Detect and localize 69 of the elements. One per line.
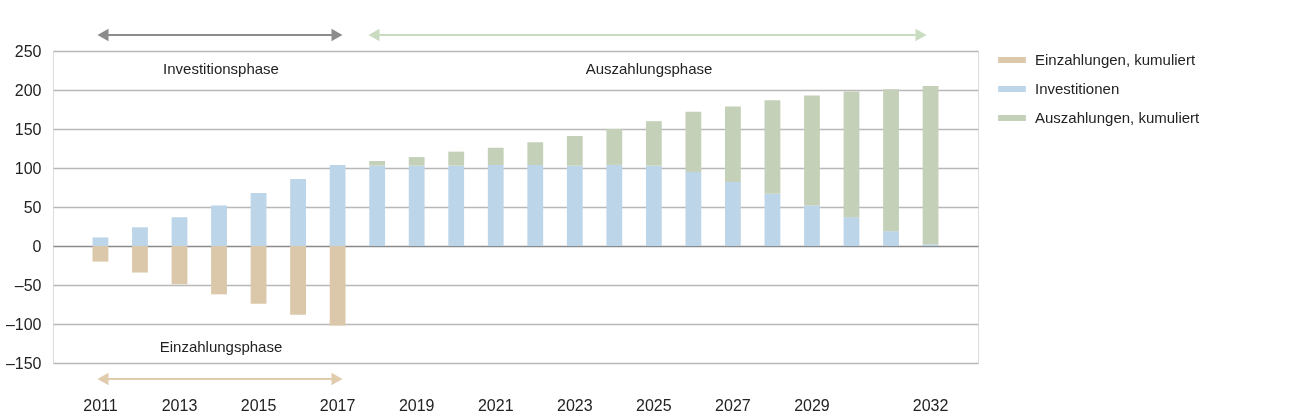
y-tick-label: –100 [5, 315, 42, 333]
bar [92, 237, 109, 246]
bar [566, 165, 583, 246]
x-tick-label: 2029 [794, 396, 830, 414]
y-tick-label: 200 [14, 81, 42, 99]
bar [487, 164, 504, 246]
x-tick-label: 2021 [477, 396, 514, 414]
x-tick-label: 2025 [636, 396, 672, 414]
bar [883, 89, 899, 232]
bar [764, 100, 781, 194]
x-tick-label: 2023 [557, 396, 593, 414]
x-tick-label: 2017 [319, 396, 356, 414]
y-tick-label: 50 [23, 198, 42, 216]
bar [527, 164, 544, 246]
bar [369, 165, 386, 246]
y-tick-label: 150 [14, 120, 42, 138]
bar [725, 106, 741, 183]
y-tick-label: 0 [32, 237, 42, 255]
bar [606, 164, 623, 246]
bar [843, 91, 860, 218]
bar [211, 246, 227, 295]
annotation: Auszahlungsphase [585, 60, 713, 77]
bar [329, 246, 346, 326]
bar [250, 192, 267, 246]
bar [408, 165, 425, 246]
x-tick-label: 2015 [240, 396, 277, 414]
bar [645, 165, 662, 246]
bar [487, 147, 504, 165]
y-tick-label: –150 [5, 354, 42, 372]
bar [606, 129, 623, 165]
bar [448, 165, 465, 246]
bar [883, 231, 899, 246]
bar [448, 151, 465, 166]
y-tick-label: 250 [14, 42, 42, 60]
legend-label: Einzahlungen, kumuliert [1035, 51, 1196, 68]
bar [290, 246, 306, 315]
bar [645, 121, 662, 166]
x-tick-label: 2027 [715, 396, 751, 414]
bar [804, 95, 820, 206]
bar [843, 217, 860, 246]
bar [211, 205, 227, 246]
bar [685, 111, 702, 172]
bar [92, 246, 109, 262]
bar [685, 171, 702, 246]
x-tick-label: 2032 [912, 396, 949, 414]
bar [171, 217, 188, 246]
y-tick-label: 100 [14, 159, 42, 177]
annotation: Investitionsphase [163, 60, 279, 77]
bar [329, 164, 346, 246]
bar [132, 227, 148, 246]
bar [290, 178, 306, 246]
x-tick-label: 2013 [161, 396, 198, 414]
annotation: Einzahlungsphase [159, 338, 283, 355]
legend-label: Auszahlungen, kumuliert [1035, 109, 1201, 126]
bar [527, 142, 544, 165]
bar [725, 182, 741, 246]
y-tick-label: –50 [14, 276, 42, 294]
bar [804, 205, 820, 246]
bar [566, 136, 583, 166]
bar [764, 193, 781, 246]
legend-label: Investitionen [1035, 80, 1120, 97]
bar [171, 246, 188, 285]
x-tick-label: 2019 [398, 396, 435, 414]
bar [922, 86, 939, 245]
x-tick-label: 2011 [83, 396, 118, 414]
bar [369, 160, 386, 166]
bar [250, 246, 267, 304]
bar [408, 157, 425, 166]
bar [132, 246, 148, 273]
